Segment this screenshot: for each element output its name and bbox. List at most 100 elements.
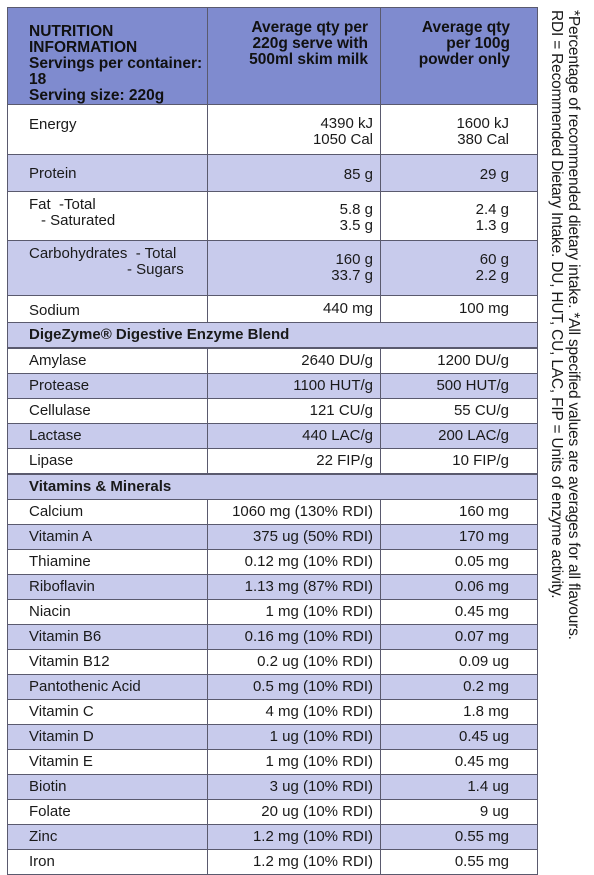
value-serve: 440 LAC/g [207,423,381,449]
row-label: Folate [7,799,208,825]
value-serve: 375 ug (50% RDI) [207,524,381,550]
value-serve: 1 mg (10% RDI) [207,749,381,775]
table-row: Vitamin B12 0.2 ug (10% RDI) 0.09 ug [7,649,539,675]
value-line: 2.2 g [475,267,509,284]
protein-per100: 29 g [380,154,538,192]
protein-serve: 85 g [207,154,381,192]
row-label: Riboflavin [7,574,208,600]
value-serve: 0.2 ug (10% RDI) [207,649,381,675]
row-label: Cellulase [7,398,208,424]
row-label: Energy [7,104,208,155]
value-per100: 160 mg [379,499,539,525]
value-per100: 0.09 ug [379,649,539,675]
fat-sub-total: -Total [59,196,96,213]
value-per100: 200 LAC/g [380,423,538,449]
value-per100: 0.55 mg [379,824,539,850]
header-servings: Servings per container: 18 [29,55,203,88]
table-row: Niacin 1 mg (10% RDI) 0.45 mg [7,599,539,625]
vitamin-section-title: Vitamins & Minerals [6,474,539,500]
value-per100: 9 ug [379,799,539,825]
carbs-label-cell: Carbohydrates - Total - Sugars [7,240,208,296]
row-label: Vitamin E [7,749,208,775]
value-line: 1050 Cal [312,131,373,148]
table-row: Lipase 22 FIP/g 10 FIP/g [7,448,538,474]
value-serve: 2640 DU/g [207,348,381,374]
row-label: Iron [7,849,208,875]
value-serve: 1060 mg (130% RDI) [207,499,381,525]
header-left: NUTRITION INFORMATION Servings per conta… [7,7,208,105]
value-serve: 22 FIP/g [207,448,381,474]
value-serve: 1.13 mg (87% RDI) [207,574,381,600]
vitamin-section-table: Vitamins & Minerals Calcium 1060 mg (130%… [6,474,539,875]
table-row: Folate 20 ug (10% RDI) 9 ug [7,799,539,825]
value-per100: 0.45 ug [379,724,539,750]
footnote-text: *Percentage of recommended dietary intak… [548,10,582,640]
enzyme-rows: Amylase 2640 DU/g 1200 DU/g Protease 1100 HU… [7,348,538,474]
value-serve: 1.2 mg (10% RDI) [207,824,381,850]
table-row-energy: Energy 4390 kJ 1050 Cal 1600 kJ 380 Cal [7,104,538,155]
row-label: Vitamin D [7,724,208,750]
value-serve: 1 mg (10% RDI) [207,599,381,625]
energy-serve: 4390 kJ 1050 Cal [207,104,381,155]
value-serve: 0.16 mg (10% RDI) [207,624,381,650]
carbs-label: Carbohydrates [29,245,128,262]
carbs-sub-sugars: - Sugars [127,261,184,278]
table-row: Riboflavin 1.13 mg (87% RDI) 0.06 mg [7,574,539,600]
row-label: Zinc [7,824,208,850]
value-line: 1.3 g [475,217,509,234]
header-serving-size: Serving size: 220g [29,87,165,104]
value-line: 2.4 g [475,201,509,218]
fat-serve: 5.8 g 3.5 g [207,191,381,241]
carbs-serve: 160 g 33.7 g [207,240,381,296]
header-100g-line: Average qty [421,19,510,36]
header-serve-column: Average qty per 220g serve with 500ml sk… [207,7,381,105]
value-per100: 55 CU/g [380,398,538,424]
value-serve: 3 ug (10% RDI) [207,774,381,800]
table-row: Vitamin A 375 ug (50% RDI) 170 mg [7,524,539,550]
enzyme-section-title: DigeZyme® Digestive Enzyme Blend [7,322,538,348]
value-per100: 0.05 mg [379,549,539,575]
value-serve: 1 ug (10% RDI) [207,724,381,750]
value-line: 380 Cal [457,131,509,148]
header-serve-line: 500ml skim milk [249,51,368,68]
table-row-protein: Protein 85 g 29 g [7,154,538,192]
row-label: Lactase [7,423,208,449]
row-label: Lipase [7,448,208,474]
table-row: Pantothenic Acid 0.5 mg (10% RDI) 0.2 mg [7,674,539,700]
fat-label-cell: Fat -Total - Saturated [7,191,208,241]
footnote-line-1: *Percentage of recommended dietary intak… [565,10,582,640]
header-serve-line: Average qty per [251,19,368,36]
table-row: Lactase 440 LAC/g 200 LAC/g [7,423,538,449]
fat-sub-saturated: - Saturated [41,212,116,229]
row-label: Sodium [7,295,208,323]
value-per100: 0.45 mg [379,599,539,625]
section-header-enzymes: DigeZyme® Digestive Enzyme Blend [7,322,538,348]
row-label: Protein [7,154,208,192]
row-label: Thiamine [7,549,208,575]
table-row: Vitamin B6 0.16 mg (10% RDI) 0.07 mg [7,624,539,650]
row-label: Niacin [7,599,208,625]
section-header-vitamins: Vitamins & Minerals [6,474,539,500]
value-serve: 0.5 mg (10% RDI) [207,674,381,700]
table-row: Biotin 3 ug (10% RDI) 1.4 ug [7,774,539,800]
value-line: 4390 kJ [320,115,373,132]
row-label: Amylase [7,348,208,374]
value-serve: 0.12 mg (10% RDI) [207,549,381,575]
value-per100: 1200 DU/g [380,348,538,374]
nutrition-table: NUTRITION INFORMATION Servings per conta… [7,7,538,348]
value-serve: 121 CU/g [207,398,381,424]
value-per100: 500 HUT/g [380,373,538,399]
table-row-fat: Fat -Total - Saturated 5.8 g 3.5 g 2.4 g… [7,191,538,241]
value-serve: 20 ug (10% RDI) [207,799,381,825]
carbs-sub-total: - Total [135,245,177,262]
header-serve-line: 220g serve with [252,35,368,52]
value-per100: 1.8 mg [379,699,539,725]
table-row-carbohydrates: Carbohydrates - Total - Sugars 160 g 33.… [7,240,538,296]
row-label: Vitamin C [7,699,208,725]
value-line: 1600 kJ [456,115,509,132]
table-row: Protease 1100 HUT/g 500 HUT/g [7,373,538,399]
nutrition-panel: NUTRITION INFORMATION Servings per conta… [6,7,539,875]
